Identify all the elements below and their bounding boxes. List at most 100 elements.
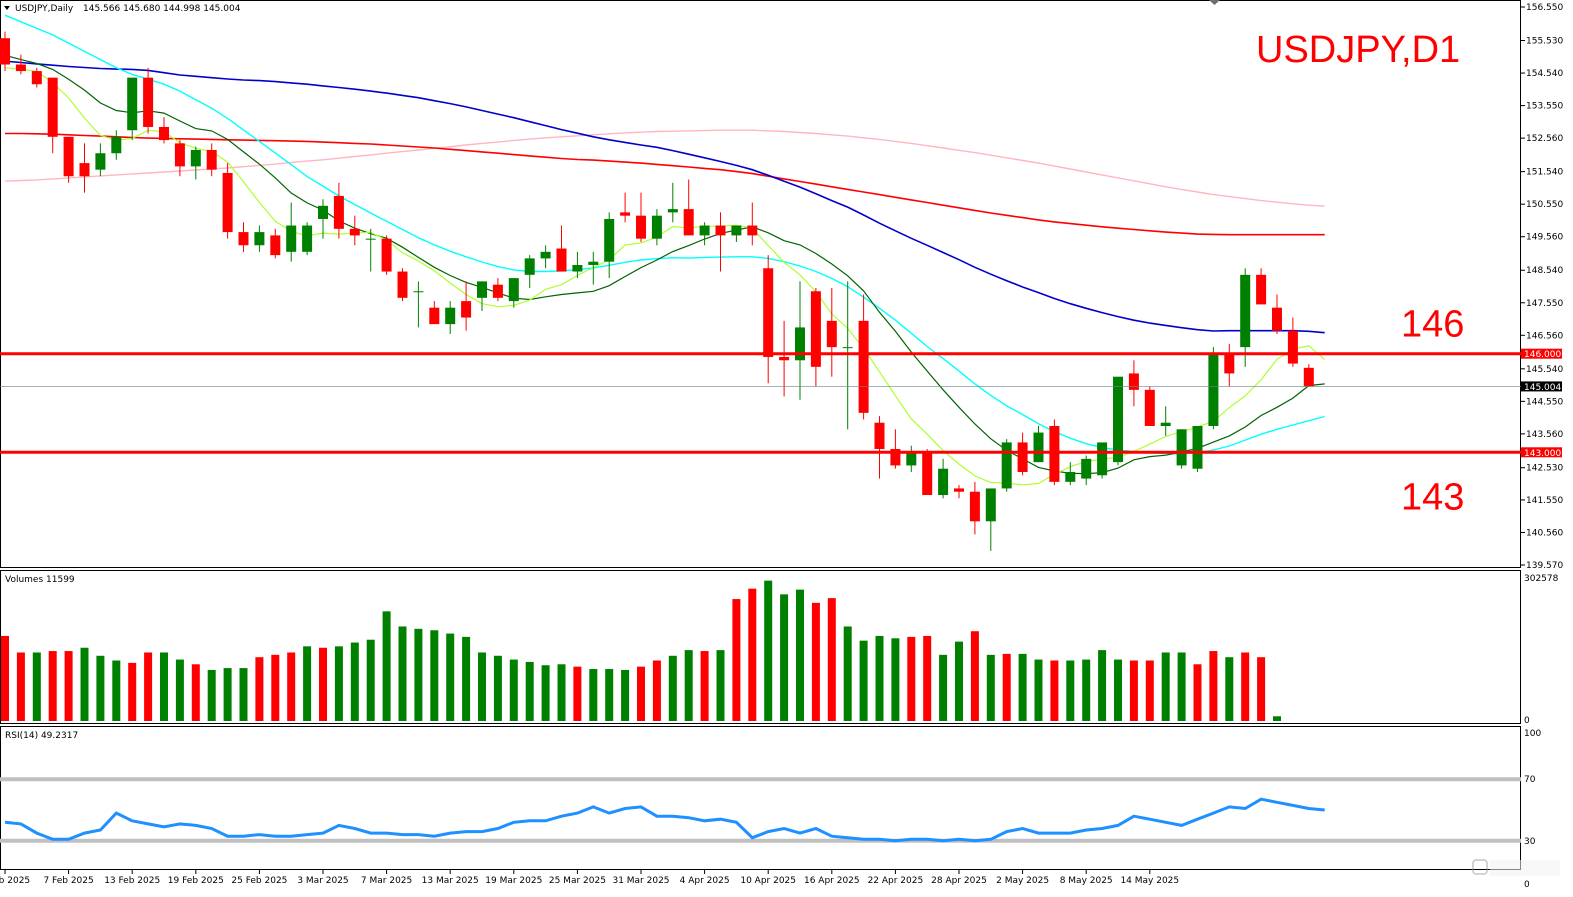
date-tick-label: 31 Mar 2025 — [612, 876, 669, 886]
volume-bar — [303, 646, 312, 721]
candle-body — [254, 232, 265, 246]
collapse-triangle-icon[interactable] — [4, 6, 10, 10]
volume-bar — [700, 651, 709, 721]
candle-body — [222, 172, 233, 233]
volume-bar — [446, 633, 455, 721]
date-tick-label: 2 May 2025 — [996, 876, 1049, 886]
candles — [0, 31, 1314, 551]
rsi-tick-label: 0 — [1524, 880, 1530, 890]
candle-body — [111, 136, 122, 154]
level-badge-label: 146.000 — [1524, 350, 1561, 360]
volume-bar — [239, 668, 248, 721]
volume-bar — [191, 664, 200, 721]
candle-body — [206, 149, 217, 170]
date-tick-label: 19 Mar 2025 — [485, 876, 542, 886]
candle-body — [190, 149, 201, 167]
volume-bar — [843, 626, 852, 721]
volume-bar — [255, 657, 264, 721]
candle-body — [572, 264, 583, 272]
volume-bar — [128, 662, 137, 721]
candle-body — [1208, 353, 1219, 426]
candle-body — [1113, 376, 1123, 463]
candle-body — [270, 235, 281, 256]
candle-body — [779, 356, 790, 361]
price-tick-label: 153.550 — [1526, 102, 1563, 112]
rsi-tick-label: 30 — [1524, 837, 1536, 847]
shift-marker-icon[interactable] — [1209, 0, 1220, 5]
candle-body — [842, 347, 853, 349]
rsi-panel-frame — [0, 726, 1521, 870]
date-tick-label: 3 Mar 2025 — [297, 876, 348, 886]
candle-body — [1176, 429, 1187, 466]
volume-bar — [541, 665, 550, 721]
volume-bar — [1018, 653, 1027, 721]
candle-body — [1049, 425, 1060, 482]
candle-body — [0, 38, 10, 65]
volume-bar — [796, 589, 804, 721]
candle-body — [318, 205, 328, 219]
volume-bar — [478, 652, 486, 721]
date-tick-label: 13 Feb 2025 — [104, 876, 160, 886]
candle-body — [636, 215, 646, 239]
volume-bar — [875, 635, 884, 721]
candle-body — [302, 225, 313, 252]
volume-bar — [923, 635, 932, 721]
price-tick-label: 155.530 — [1526, 37, 1563, 47]
candle-body — [1033, 432, 1044, 463]
candle-body — [524, 258, 535, 275]
volume-bar — [1050, 660, 1059, 721]
volume-bar — [1145, 660, 1154, 721]
candle-body — [15, 64, 26, 72]
volume-bar — [207, 669, 216, 721]
volume-bar — [223, 668, 232, 721]
ma-line-ma-red — [5, 132, 1325, 236]
price-tick-label: 154.540 — [1526, 69, 1563, 79]
volume-bar — [96, 655, 105, 721]
rsi-panel-label: RSI(14) 49.2317 — [5, 731, 78, 741]
candle-body — [1240, 274, 1251, 348]
candle-body — [747, 225, 758, 236]
candle-body — [795, 327, 805, 361]
volume-bar — [493, 655, 502, 721]
price-levels: 146.000 146 143.000 143 145.004 — [0, 304, 1562, 518]
volume-bar — [414, 628, 423, 721]
date-tick-label: 7 Mar 2025 — [361, 876, 412, 886]
volume-bar — [573, 666, 582, 721]
candle-body — [429, 307, 440, 325]
price-tick-label: 148.540 — [1526, 266, 1563, 276]
volume-bar — [112, 660, 121, 721]
candle-body — [620, 212, 631, 216]
volume-bar — [32, 652, 41, 721]
price-axis: 156.550 155.530 154.540 153.550 152.560 151.5… — [1521, 3, 1563, 571]
candle-body — [826, 320, 837, 348]
candle-body — [397, 271, 408, 298]
volume-bar — [48, 651, 57, 721]
candle-body — [286, 225, 297, 252]
volume-bar — [398, 626, 407, 721]
candle-body — [445, 307, 456, 325]
candle-body — [731, 225, 742, 236]
candle-body — [349, 228, 360, 236]
brand-logo-icon — [1472, 859, 1560, 876]
candle-body — [810, 291, 821, 367]
volume-bar — [1034, 659, 1043, 721]
date-tick-label: 19 Feb 2025 — [168, 876, 224, 886]
volume-bar — [382, 611, 391, 721]
volume-bars: 302578 0 — [1, 574, 1559, 726]
candle-body — [906, 452, 917, 466]
level-badge-label: 143.000 — [1524, 449, 1561, 459]
volume-bar — [334, 646, 343, 721]
candle-body — [969, 491, 980, 522]
volume-bar — [144, 652, 153, 721]
volume-bar — [1241, 652, 1250, 721]
candle-body — [651, 215, 662, 239]
volume-bar — [16, 652, 25, 721]
volume-bar — [287, 652, 296, 721]
price-tick-label: 140.560 — [1526, 528, 1563, 538]
level-big-label: 143 — [1401, 476, 1464, 518]
price-tick-label: 141.550 — [1526, 496, 1563, 506]
volume-bar — [955, 641, 963, 721]
volume-bar — [525, 661, 534, 721]
candle-body — [508, 278, 519, 302]
